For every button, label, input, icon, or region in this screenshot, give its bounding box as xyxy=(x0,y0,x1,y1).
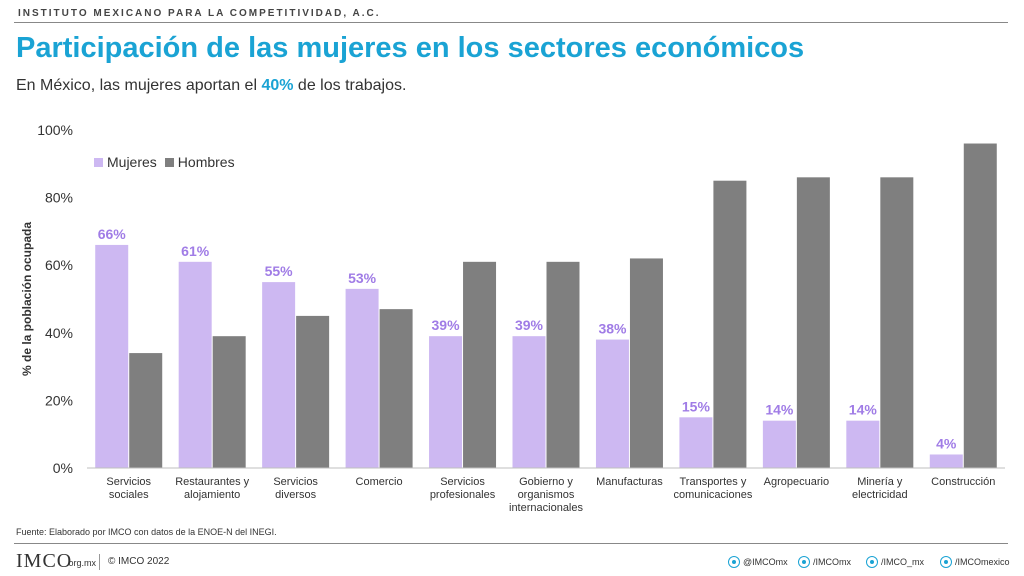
legend-item-women: Mujeres xyxy=(94,154,157,170)
footer: IMCO .org.mx © IMCO 2022 @IMCOmx /IMCOmx… xyxy=(0,550,1024,574)
x-category-label: Minería y xyxy=(857,476,903,488)
facebook-icon xyxy=(798,556,810,568)
data-label-women: 39% xyxy=(432,317,461,333)
legend-swatch-men xyxy=(164,157,174,167)
subtitle-post: de los trabajos. xyxy=(293,77,407,94)
imco-logo: IMCO xyxy=(16,550,73,572)
x-category-label: Manufacturas xyxy=(596,476,663,488)
y-tick-label: 80% xyxy=(45,190,73,206)
data-label-women: 39% xyxy=(515,317,544,333)
bar-men xyxy=(296,315,330,468)
data-label-women: 61% xyxy=(181,243,210,259)
youtube-icon xyxy=(940,556,952,568)
bar-women xyxy=(262,282,296,468)
twitter-icon xyxy=(728,556,740,568)
social-handle: /IMCOmexico xyxy=(955,557,1010,567)
y-tick-label: 60% xyxy=(45,257,73,273)
x-category-label: Servicios xyxy=(440,476,485,488)
legend-swatch-women xyxy=(94,157,103,167)
x-category-label: Servicios xyxy=(273,476,318,488)
social-twitter[interactable]: @IMCOmx xyxy=(728,556,788,568)
source-note: Fuente: Elaborado por IMCO con datos de … xyxy=(16,527,277,537)
bar-men xyxy=(463,261,497,468)
data-label-women: 66% xyxy=(98,226,127,242)
bar-women xyxy=(512,336,546,468)
x-category-label: organismos xyxy=(518,489,575,501)
x-category-label: Transportes y xyxy=(679,476,746,488)
bar-women xyxy=(595,339,629,468)
x-category-label: profesionales xyxy=(430,489,496,501)
x-category-label: Gobierno y xyxy=(519,476,573,488)
organization-name: INSTITUTO MEXICANO PARA LA COMPETITIVIDA… xyxy=(18,8,381,19)
bar-chart: 0% 20% 40% 60% 80% 100% % de la población ocup… xyxy=(20,122,1005,514)
x-category-label: Comercio xyxy=(356,476,403,488)
bar-men xyxy=(963,143,997,468)
social-handle: @IMCOmx xyxy=(743,557,788,567)
bar-women xyxy=(345,288,379,468)
x-category-label: internacionales xyxy=(509,502,583,514)
instagram-icon xyxy=(866,556,878,568)
bar-women xyxy=(929,454,963,468)
social-youtube[interactable]: /IMCOmexico xyxy=(940,556,1010,568)
legend-label-men: Hombres xyxy=(177,154,235,170)
x-category-label: electricidad xyxy=(852,489,908,501)
bar-men xyxy=(212,336,246,468)
copyright: © IMCO 2022 xyxy=(108,556,170,567)
data-label-women: 53% xyxy=(348,270,377,286)
x-category-label: comunicaciones xyxy=(673,489,752,501)
y-tick-label: 40% xyxy=(45,325,73,341)
bar-men xyxy=(629,258,663,468)
legend-label-women: Mujeres xyxy=(107,154,157,170)
data-label-women: 4% xyxy=(936,435,957,451)
x-category-label: sociales xyxy=(109,489,149,501)
x-category-label: diversos xyxy=(275,489,316,501)
header-divider xyxy=(14,22,1008,23)
social-instagram[interactable]: /IMCO_mx xyxy=(866,556,924,568)
bar-women xyxy=(95,244,129,468)
x-category-label: alojamiento xyxy=(184,489,240,501)
bar-women xyxy=(846,420,880,468)
social-facebook[interactable]: /IMCOmx xyxy=(798,556,851,568)
y-tick-label: 20% xyxy=(45,392,73,408)
y-tick-label: 0% xyxy=(53,460,73,476)
page-subtitle: En México, las mujeres aportan el 40% de… xyxy=(16,77,406,95)
subtitle-highlight: 40% xyxy=(261,77,294,94)
bar-men xyxy=(379,309,413,468)
data-label-women: 38% xyxy=(598,321,627,337)
data-label-women: 55% xyxy=(265,263,294,279)
data-label-women: 14% xyxy=(765,402,794,418)
page-title: Participación de las mujeres en los sect… xyxy=(16,32,805,64)
x-category-label: Agropecuario xyxy=(764,476,829,488)
logo-domain: .org.mx xyxy=(66,558,97,568)
bar-men xyxy=(546,261,580,468)
x-category-label: Servicios xyxy=(106,476,151,488)
x-category-label: Construcción xyxy=(931,476,995,488)
bar-women xyxy=(762,420,796,468)
bar-men xyxy=(129,353,163,468)
bar-men xyxy=(796,177,830,468)
data-label-women: 15% xyxy=(682,398,711,414)
data-label-women: 14% xyxy=(849,402,878,418)
footer-separator xyxy=(99,554,100,570)
bar-men xyxy=(713,180,747,468)
subtitle-pre: En México, las mujeres aportan el xyxy=(16,77,262,94)
bar-women xyxy=(178,261,212,468)
chart-legend: Mujeres Hombres xyxy=(94,154,243,170)
social-handle: /IMCOmx xyxy=(813,557,851,567)
y-tick-label: 100% xyxy=(37,122,73,138)
bar-men xyxy=(880,177,914,468)
y-axis-label: % de la población ocupada xyxy=(20,222,34,376)
footer-divider xyxy=(14,543,1008,544)
bar-women xyxy=(429,336,463,468)
bar-women xyxy=(679,417,713,468)
social-handle: /IMCO_mx xyxy=(881,557,925,567)
x-category-label: Restaurantes y xyxy=(175,476,249,488)
legend-item-men: Hombres xyxy=(164,154,235,170)
